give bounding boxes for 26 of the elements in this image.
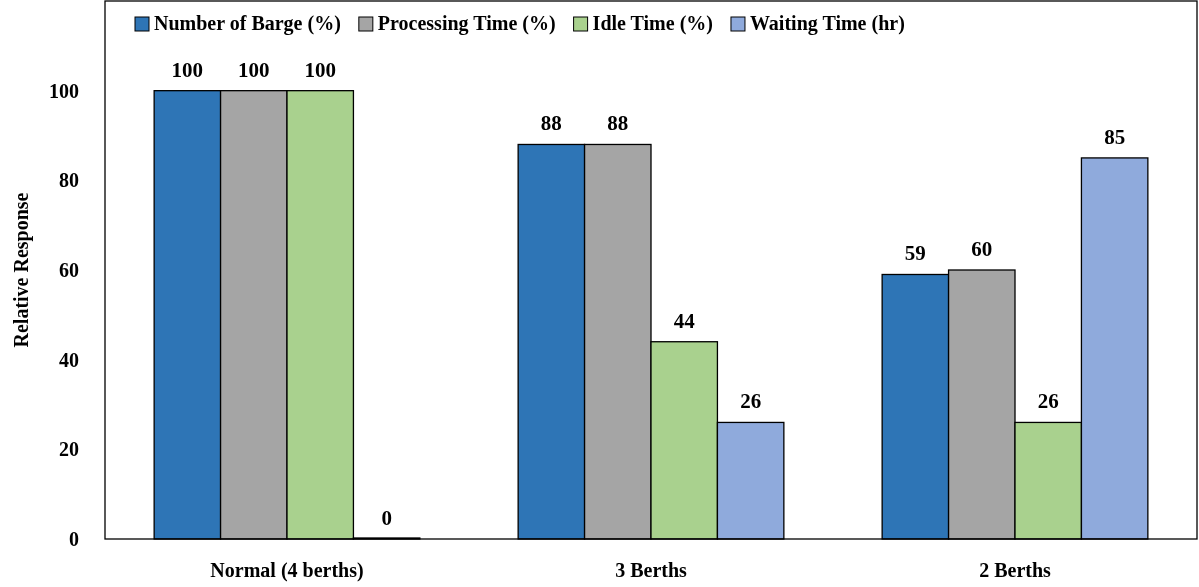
- data-label: 88: [607, 111, 629, 136]
- legend-label: Waiting Time (hr): [749, 12, 905, 35]
- y-tick-label: 60: [59, 258, 79, 281]
- data-label: 100: [171, 57, 204, 82]
- legend-label: Processing Time (%): [377, 12, 556, 35]
- x-tick-label: 2 Berths: [979, 559, 1052, 582]
- data-label: 26: [1037, 389, 1059, 414]
- y-tick-label: 20: [59, 438, 79, 461]
- data-label: 44: [673, 308, 696, 333]
- legend-label: Idle Time (%): [592, 12, 713, 35]
- data-label: 0: [381, 506, 392, 530]
- legend-label: Number of Barge (%): [154, 12, 341, 35]
- data-label: 100: [238, 57, 270, 82]
- x-tick-label: 3 Berths: [615, 559, 688, 582]
- x-tick-label: Normal (4 berths): [210, 559, 364, 583]
- data-label: 26: [740, 389, 762, 414]
- y-axis-title: Relative Response: [10, 192, 33, 348]
- y-tick-label: 40: [59, 348, 79, 371]
- data-label: 59: [904, 241, 926, 266]
- data-label: 100: [304, 57, 336, 82]
- data-label: 85: [1104, 124, 1126, 149]
- data-label: 60: [971, 237, 993, 261]
- y-tick-label: 0: [69, 527, 79, 550]
- y-tick-label: 100: [49, 79, 79, 102]
- data-label: 88: [540, 111, 562, 136]
- y-tick-label: 80: [59, 169, 79, 192]
